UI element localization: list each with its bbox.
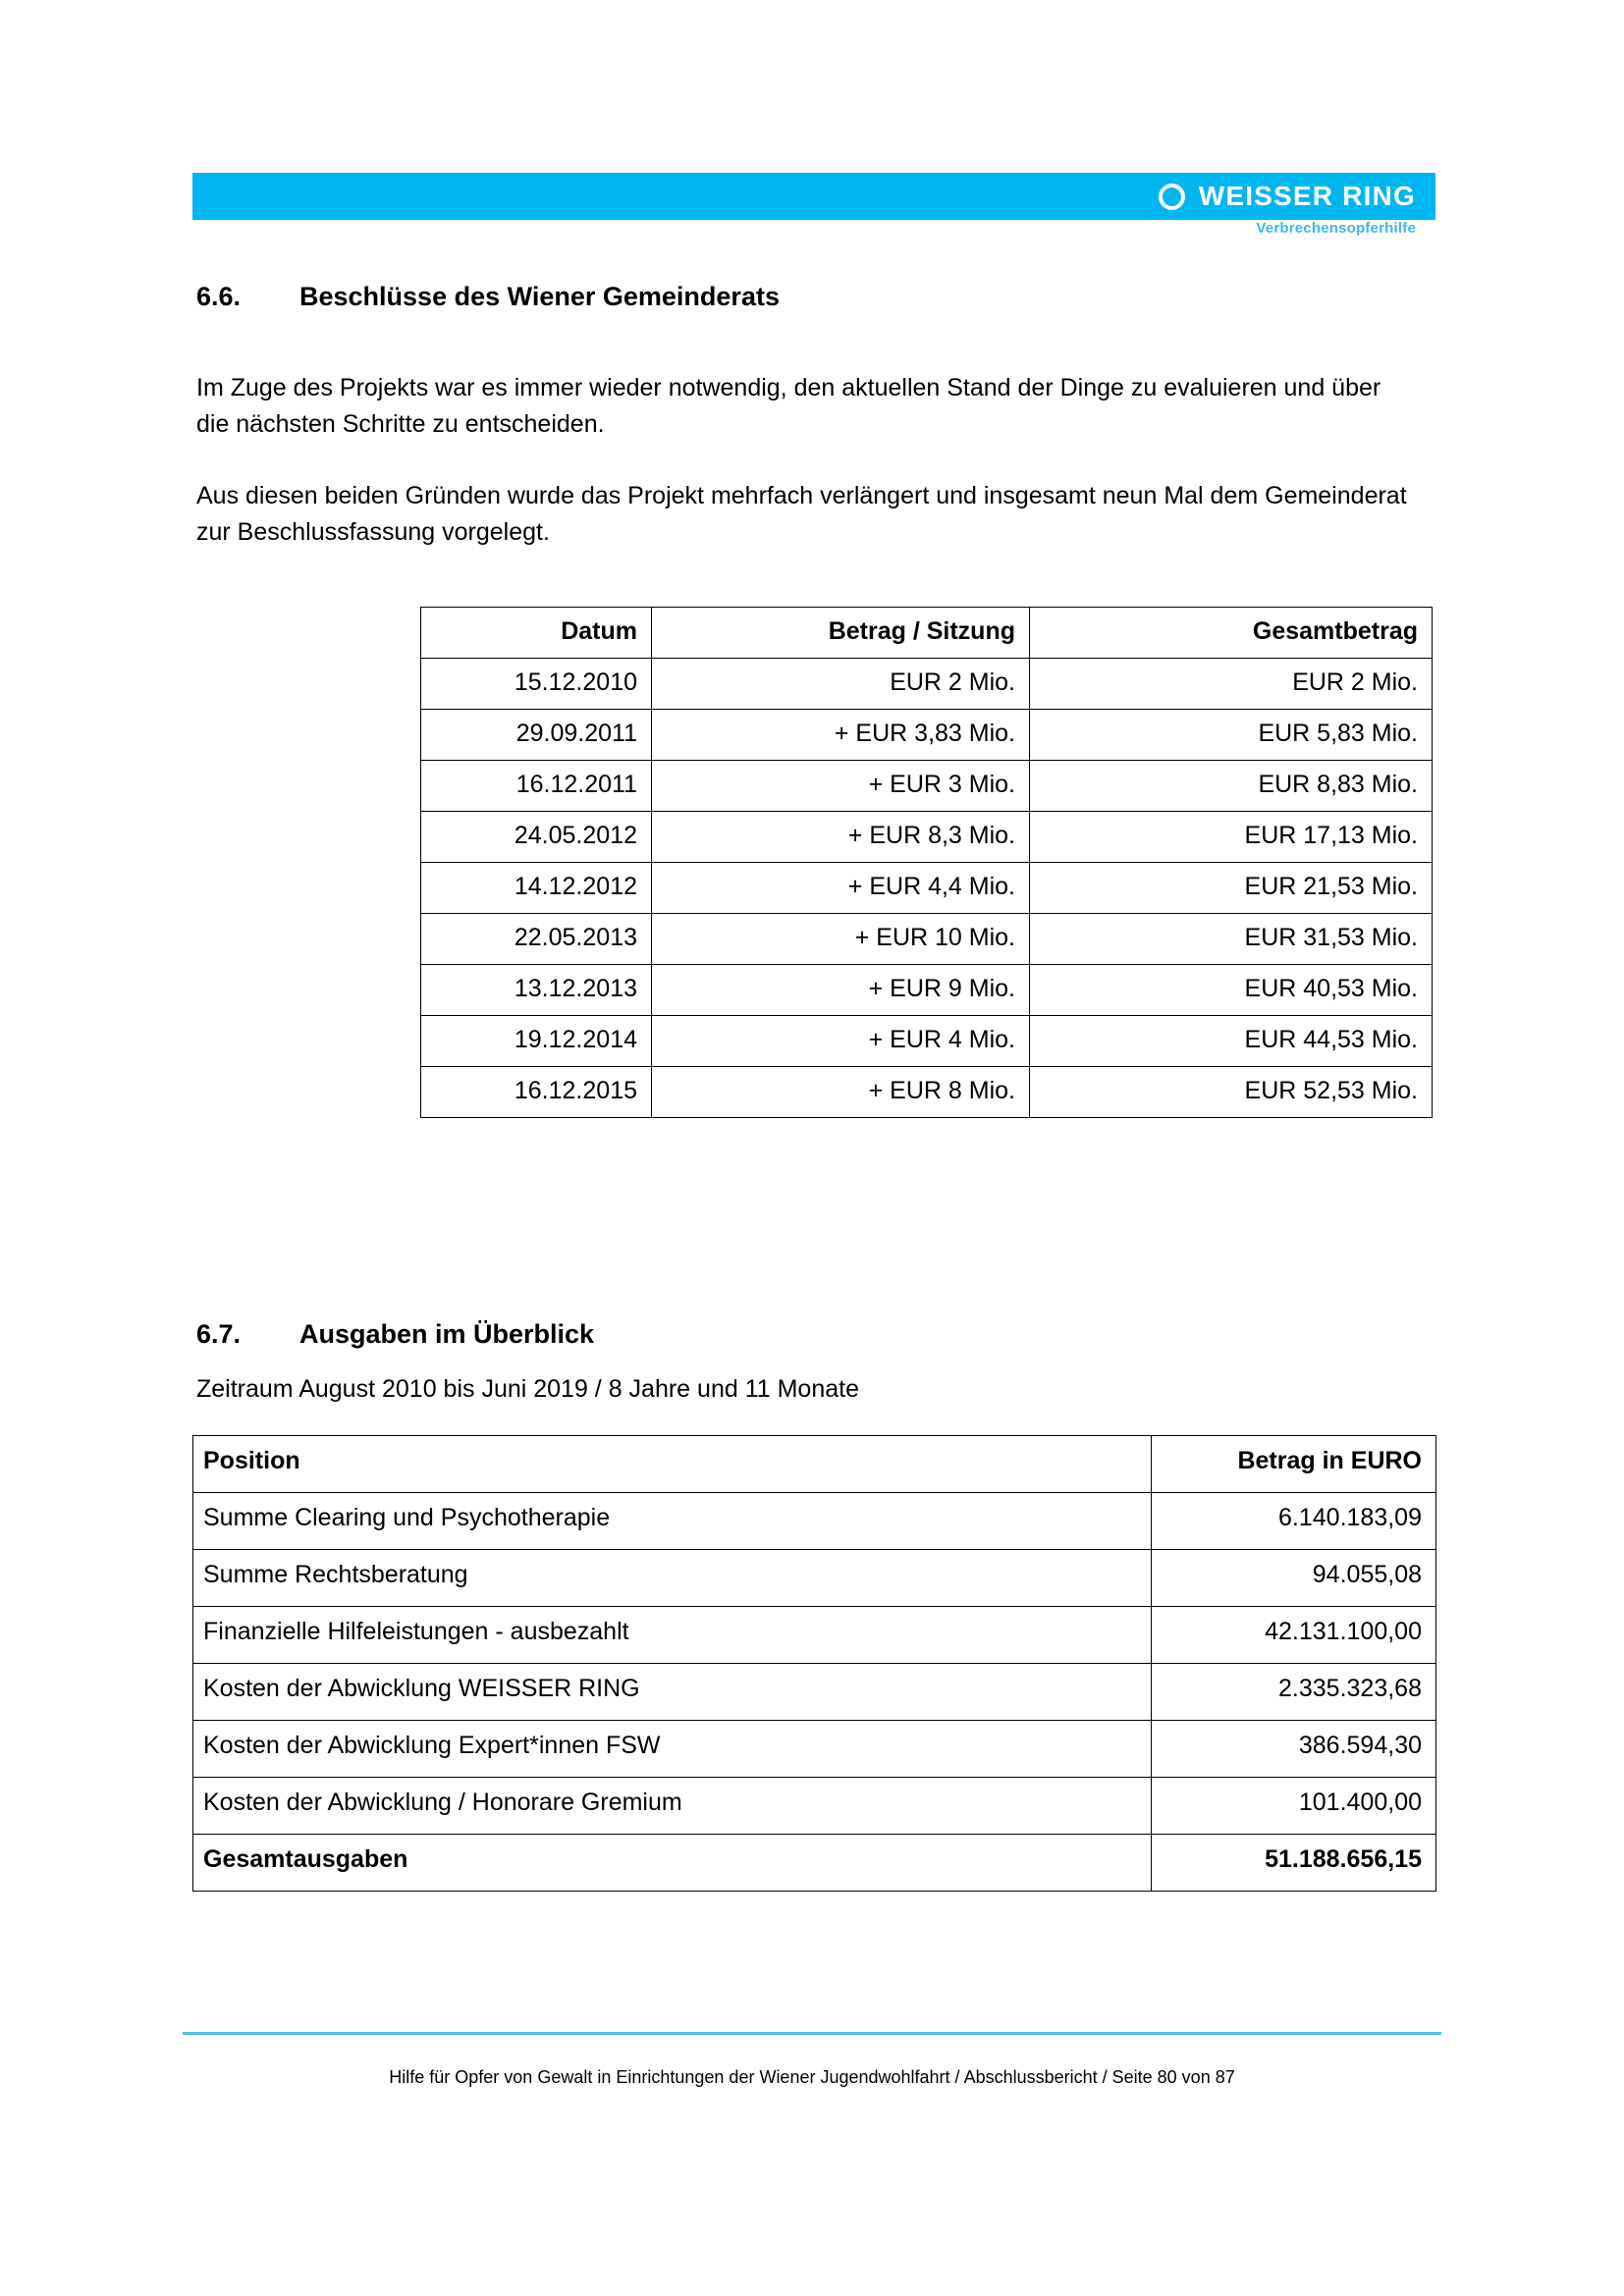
- cell-gesamt: EUR 44,53 Mio.: [1029, 1015, 1433, 1067]
- cell-betrag: + EUR 10 Mio.: [651, 913, 1030, 965]
- cell-datum: 16.12.2011: [420, 760, 652, 812]
- table-header-row: Datum Betrag / Sitzung Gesamtbetrag: [420, 607, 1433, 659]
- section-heading-6-6: 6.6. Beschlüsse des Wiener Gemeinderats: [196, 282, 780, 312]
- cell-betrag: + EUR 4 Mio.: [651, 1015, 1030, 1067]
- section-title-6-6: Beschlüsse des Wiener Gemeinderats: [299, 282, 780, 311]
- cell-betrag: + EUR 9 Mio.: [651, 964, 1030, 1016]
- weisser-ring-logo: WEISSER RING: [1158, 181, 1435, 211]
- ring-icon: [1158, 183, 1185, 210]
- cell-gesamt: EUR 31,53 Mio.: [1029, 913, 1433, 965]
- table-row: 16.12.2011 + EUR 3 Mio. EUR 8,83 Mio.: [420, 760, 1433, 812]
- table-row: Kosten der Abwicklung Expert*innen FSW 3…: [192, 1720, 1436, 1778]
- table-row: 22.05.2013 + EUR 10 Mio. EUR 31,53 Mio.: [420, 913, 1433, 965]
- cell-betrag: + EUR 3 Mio.: [651, 760, 1030, 812]
- paragraph-2: Aus diesen beiden Gründen wurde das Proj…: [196, 482, 1407, 546]
- cell-betrag: 101.400,00: [1151, 1777, 1436, 1835]
- cell-betrag: EUR 2 Mio.: [651, 658, 1030, 710]
- cell-position: Kosten der Abwicklung / Honorare Gremium: [192, 1777, 1152, 1835]
- cell-datum: 22.05.2013: [420, 913, 652, 965]
- cell-gesamt: EUR 52,53 Mio.: [1029, 1066, 1433, 1118]
- table-row: 24.05.2012 + EUR 8,3 Mio. EUR 17,13 Mio.: [420, 811, 1433, 863]
- footer-text: Hilfe für Opfer von Gewalt in Einrichtun…: [389, 2067, 1235, 2087]
- footer-divider: [183, 2032, 1441, 2035]
- table-row: Finanzielle Hilfeleistungen - ausbezahlt…: [192, 1606, 1436, 1664]
- cell-betrag: + EUR 3,83 Mio.: [651, 709, 1030, 761]
- col-header-betrag-euro: Betrag in EURO: [1151, 1435, 1436, 1493]
- cell-datum: 24.05.2012: [420, 811, 652, 863]
- cell-datum: 15.12.2010: [420, 658, 652, 710]
- table-row: 15.12.2010 EUR 2 Mio. EUR 2 Mio.: [420, 658, 1433, 710]
- paragraph-1: Im Zuge des Projekts war es immer wieder…: [196, 374, 1381, 438]
- table-row: 29.09.2011 + EUR 3,83 Mio. EUR 5,83 Mio.: [420, 709, 1433, 761]
- cell-gesamt: EUR 8,83 Mio.: [1029, 760, 1433, 812]
- table-row-total: Gesamtausgaben 51.188.656,15: [192, 1834, 1436, 1892]
- cell-datum: 14.12.2012: [420, 862, 652, 914]
- col-header-position: Position: [192, 1435, 1152, 1493]
- cell-gesamt: EUR 17,13 Mio.: [1029, 811, 1433, 863]
- cell-position: Summe Clearing und Psychotherapie: [192, 1492, 1152, 1550]
- table-ausgaben: Position Betrag in EURO Summe Clearing u…: [192, 1435, 1436, 1892]
- cell-datum: 29.09.2011: [420, 709, 652, 761]
- brand-name: WEISSER RING: [1198, 181, 1416, 211]
- col-header-datum: Datum: [420, 607, 652, 659]
- table-row: Kosten der Abwicklung WEISSER RING 2.335…: [192, 1663, 1436, 1721]
- table-row: 14.12.2012 + EUR 4,4 Mio. EUR 21,53 Mio.: [420, 862, 1433, 914]
- section-number-6-7: 6.7.: [196, 1319, 242, 1349]
- table-row: Summe Clearing und Psychotherapie 6.140.…: [192, 1492, 1436, 1550]
- cell-gesamt: EUR 40,53 Mio.: [1029, 964, 1433, 1016]
- table-row: 16.12.2015 + EUR 8 Mio. EUR 52,53 Mio.: [420, 1066, 1433, 1118]
- section-title-6-7: Ausgaben im Überblick: [299, 1319, 595, 1349]
- cell-betrag: 94.055,08: [1151, 1549, 1436, 1607]
- table-header-row: Position Betrag in EURO: [192, 1435, 1436, 1493]
- cell-position: Summe Rechtsberatung: [192, 1549, 1152, 1607]
- section-heading-6-7: 6.7. Ausgaben im Überblick: [196, 1319, 594, 1350]
- cell-betrag: 2.335.323,68: [1151, 1663, 1436, 1721]
- cell-gesamt: EUR 5,83 Mio.: [1029, 709, 1433, 761]
- table-row: 19.12.2014 + EUR 4 Mio. EUR 44,53 Mio.: [420, 1015, 1433, 1067]
- cell-betrag: 6.140.183,09: [1151, 1492, 1436, 1550]
- cell-gesamt: EUR 2 Mio.: [1029, 658, 1433, 710]
- cell-gesamt: EUR 21,53 Mio.: [1029, 862, 1433, 914]
- table-beschluesse: Datum Betrag / Sitzung Gesamtbetrag 15.1…: [420, 607, 1433, 1118]
- cell-total-label: Gesamtausgaben: [192, 1834, 1152, 1892]
- table-row: Kosten der Abwicklung / Honorare Gremium…: [192, 1777, 1436, 1835]
- cell-betrag: 42.131.100,00: [1151, 1606, 1436, 1664]
- col-header-gesamtbetrag: Gesamtbetrag: [1029, 607, 1433, 659]
- cell-datum: 19.12.2014: [420, 1015, 652, 1067]
- table-row: 13.12.2013 + EUR 9 Mio. EUR 40,53 Mio.: [420, 964, 1433, 1016]
- cell-position: Kosten der Abwicklung WEISSER RING: [192, 1663, 1152, 1721]
- cell-betrag: + EUR 4,4 Mio.: [651, 862, 1030, 914]
- section-number-6-6: 6.6.: [196, 282, 242, 311]
- table-row: Summe Rechtsberatung 94.055,08: [192, 1549, 1436, 1607]
- cell-datum: 13.12.2013: [420, 964, 652, 1016]
- cell-position: Finanzielle Hilfeleistungen - ausbezahlt: [192, 1606, 1152, 1664]
- cell-datum: 16.12.2015: [420, 1066, 652, 1118]
- cell-betrag: + EUR 8 Mio.: [651, 1066, 1030, 1118]
- col-header-betrag-sitzung: Betrag / Sitzung: [651, 607, 1030, 659]
- page-header-band: WEISSER RING: [192, 173, 1435, 220]
- cell-betrag: 386.594,30: [1151, 1720, 1436, 1778]
- cell-position: Kosten der Abwicklung Expert*innen FSW: [192, 1720, 1152, 1778]
- section-subtitle-6-7: Zeitraum August 2010 bis Juni 2019 / 8 J…: [196, 1375, 859, 1403]
- brand-tagline: Verbrechensopferhilfe: [1256, 220, 1416, 237]
- cell-total-betrag: 51.188.656,15: [1151, 1834, 1436, 1892]
- cell-betrag: + EUR 8,3 Mio.: [651, 811, 1030, 863]
